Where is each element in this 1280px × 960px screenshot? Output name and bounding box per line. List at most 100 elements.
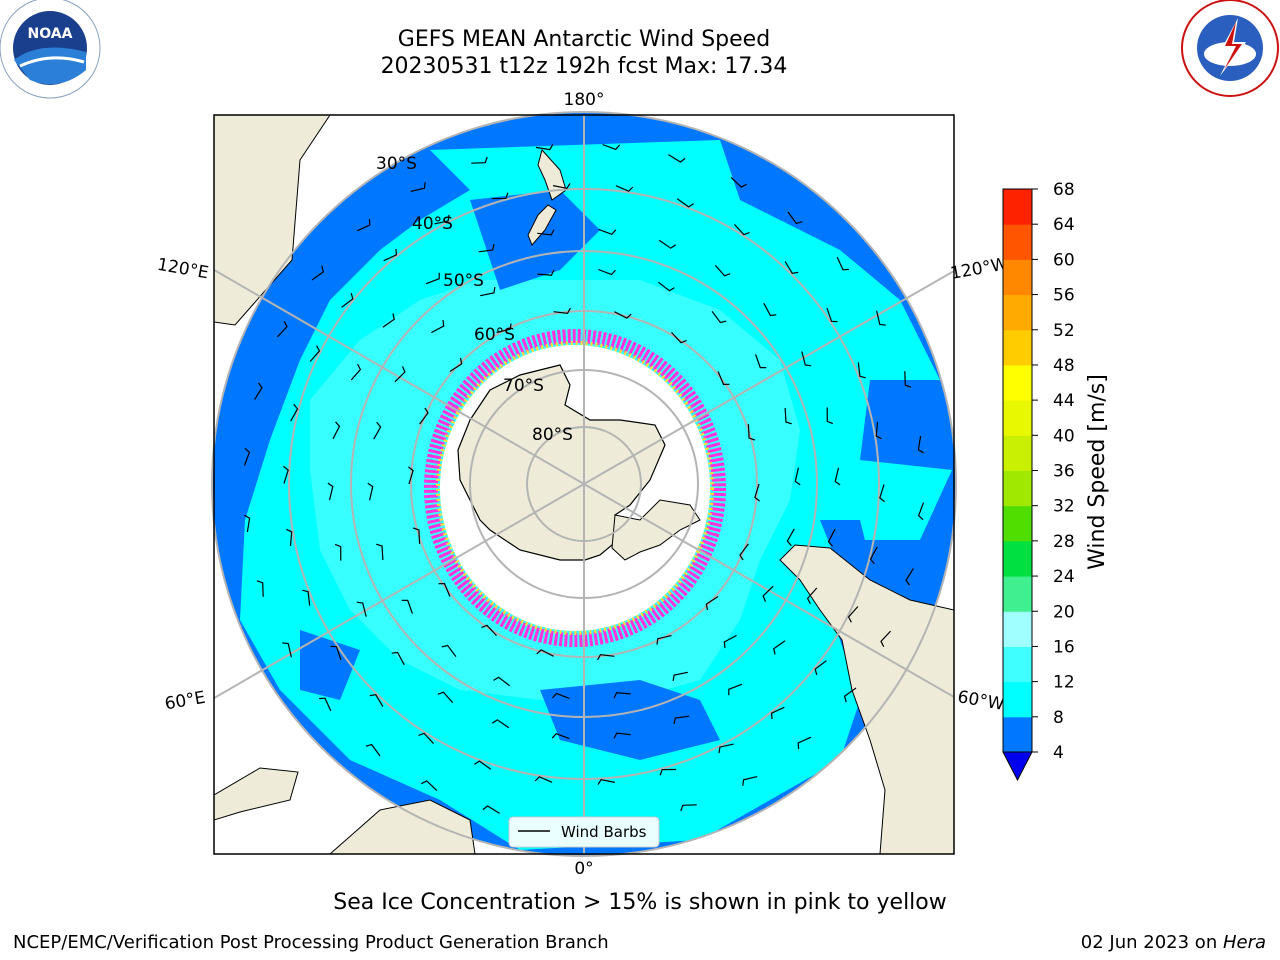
noaa-logo: NOAA [0,0,101,99]
wind-barb [318,697,332,712]
wind-barb [826,407,834,425]
wind-barb [537,229,555,236]
wind-barb [496,323,512,333]
wind-barb [350,363,362,381]
map-title: GEFS MEAN Antarctic Wind Speed [397,27,771,52]
wind-barb [309,345,321,362]
wind-barb [814,660,827,676]
wind-barb [597,653,615,661]
wind-barb [365,743,381,757]
wind-barb [797,736,812,750]
lon-label-120w: 120°W [949,254,1010,284]
wind-barb [535,144,554,151]
wind-barb [553,307,571,315]
colorbar-tick-label: 20 [1053,602,1075,622]
wind-barb [671,331,687,344]
wind-barb [659,768,677,776]
colorbar-label: Wind Speed [m/s] [1085,374,1110,570]
colorbar-segment [1003,224,1032,260]
wind-barb [857,362,866,379]
wind-barb [391,651,405,666]
new-zealand-south [527,204,557,246]
wind-barb [718,743,734,754]
wind-barb [254,382,263,400]
colorbar-segment [1003,716,1032,753]
wind-barb [437,691,454,703]
wind-barb [917,435,924,454]
wind-barb [536,649,554,657]
wind-barb [597,779,616,786]
wind-barb [836,256,850,271]
noaa-logo-text: NOAA [28,26,73,42]
colorbar-tick-label: 4 [1053,743,1064,763]
wind-barb [747,424,755,441]
wind-barb [917,502,925,521]
wind-barb [373,421,382,440]
antarctic-peninsula [611,499,701,561]
colorbar-tick-label: 28 [1053,532,1075,552]
wind-barb [904,371,912,388]
wind-barb [826,307,838,323]
wind-barb [680,804,697,812]
colorbar-segment [1003,470,1032,507]
wind-barb [551,732,570,740]
wind-barb [401,599,413,614]
wind-barb [869,546,878,565]
colorbar-segment [1003,646,1032,683]
wind-barb [673,715,690,724]
wind-barb [552,692,570,700]
wind-barb [434,214,450,225]
colorbar-segment [1003,505,1032,542]
colorbar-tick-label: 16 [1053,637,1075,657]
wind-barb [471,156,488,164]
wind-barb [668,154,686,163]
wind-barb [243,447,251,466]
colorbar-segment [1003,364,1032,401]
wind-barb [256,580,264,597]
lat-label-30s: 30°S [376,154,417,174]
wind-barb [537,269,555,276]
wind-barb [282,642,292,658]
colorbar-segment [1003,329,1032,366]
wind-barb [302,589,311,606]
wind-barb [481,624,497,637]
wind-barb [676,198,694,208]
nws-logo [1181,0,1279,97]
wind-barb [784,261,799,275]
wind-barb [552,182,571,189]
wind-barb [773,640,786,655]
wind-barb [657,281,675,292]
wind-barb [763,302,777,317]
wind-barb [290,403,299,422]
wind-barb [283,465,289,484]
wind-barb [614,311,632,319]
wind-barb [742,776,758,786]
wind-barb [711,310,727,324]
wind-barb [330,645,342,661]
wind-barb [879,484,885,503]
wind-barb [705,595,719,611]
colorbar-tick-label: 8 [1053,708,1064,728]
wind-barb [382,313,395,328]
wind-barb [834,467,841,486]
wind-barb [615,185,634,192]
wind-barb [880,630,892,647]
wind-barb [672,671,688,682]
colorbar-tick-label: 56 [1053,286,1075,306]
wind-barb [327,482,334,501]
map-frame-border [213,114,955,855]
colorbar-segment [1003,611,1032,647]
wind-barb [794,467,801,486]
lat-label-40s: 40°S [412,214,453,234]
wind-barb [425,272,440,285]
colorbar-segment [1003,400,1032,436]
wind-barb [801,351,812,367]
wind-barb [418,732,435,745]
wind-barb [770,706,785,720]
wind-barb [482,805,500,814]
colorbar-segment [1003,435,1032,471]
wind-barb [356,601,367,617]
wind-barb [334,543,342,561]
lat-label-60s: 60°S [474,325,515,345]
